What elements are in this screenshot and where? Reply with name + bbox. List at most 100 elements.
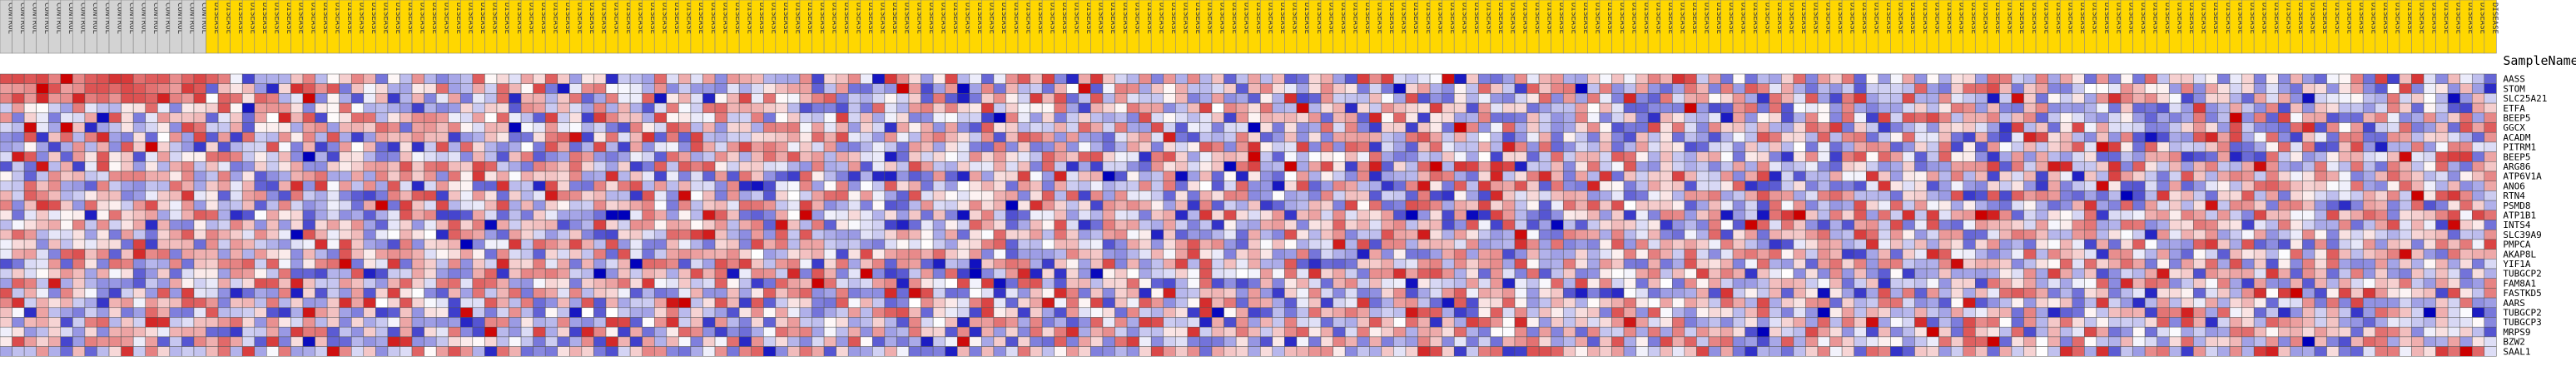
heatmap-cell bbox=[1551, 278, 1564, 289]
heatmap-cell bbox=[315, 122, 328, 133]
heatmap-cell bbox=[1599, 171, 1612, 181]
heatmap-cell bbox=[350, 229, 365, 240]
heatmap-cell bbox=[702, 181, 716, 191]
column-label: DISEASE bbox=[236, 2, 245, 34]
heatmap-cell bbox=[1854, 141, 1867, 152]
heatmap-cell bbox=[702, 249, 716, 260]
heatmap-cell bbox=[2459, 141, 2473, 152]
heatmap-cell bbox=[787, 131, 801, 143]
heatmap-cell bbox=[1187, 83, 1200, 94]
heatmap-cell bbox=[2181, 200, 2194, 211]
heatmap-cell bbox=[0, 161, 12, 172]
heatmap-cell bbox=[1017, 102, 1030, 114]
heatmap-cell bbox=[1587, 210, 1601, 220]
heatmap-cell bbox=[2423, 239, 2436, 250]
heatmap-cell bbox=[509, 93, 522, 104]
heatmap-cell bbox=[0, 102, 12, 114]
heatmap-cell bbox=[2266, 259, 2279, 270]
column-label: DISEASE bbox=[794, 2, 802, 34]
heatmap-cell bbox=[884, 259, 897, 270]
heatmap-cell bbox=[1248, 220, 1261, 230]
heatmap-cell bbox=[1902, 141, 1915, 152]
heatmap-cell bbox=[2350, 259, 2364, 270]
heatmap-cell bbox=[472, 239, 485, 250]
heatmap-cell bbox=[1478, 102, 1491, 114]
heatmap-cell bbox=[836, 73, 849, 84]
heatmap-cell bbox=[1514, 73, 1527, 84]
heatmap-cell bbox=[1514, 268, 1527, 279]
heatmap-cell bbox=[509, 161, 522, 172]
heatmap-cell bbox=[1344, 102, 1357, 114]
heatmap-cell bbox=[2278, 161, 2291, 172]
heatmap-cell bbox=[812, 278, 825, 289]
heatmap-cell bbox=[993, 93, 1006, 104]
heatmap-cell bbox=[472, 249, 485, 260]
heatmap-cell bbox=[993, 171, 1006, 181]
heatmap-cell bbox=[484, 239, 498, 250]
heatmap-cell bbox=[1442, 73, 1455, 84]
heatmap-cell bbox=[2011, 259, 2024, 270]
heatmap-cell bbox=[411, 268, 424, 279]
heatmap-cell bbox=[1405, 151, 1418, 162]
heatmap-cell bbox=[629, 122, 643, 133]
heatmap-cell bbox=[2423, 181, 2436, 191]
heatmap-cell bbox=[981, 122, 995, 133]
heatmap-cell bbox=[727, 141, 740, 152]
heatmap-cell bbox=[544, 161, 558, 172]
heatmap-cell bbox=[2302, 229, 2315, 240]
heatmap-cell bbox=[1284, 220, 1298, 230]
heatmap-cell bbox=[230, 259, 243, 270]
row-label: FAM8A1 bbox=[2503, 278, 2536, 289]
heatmap-cell bbox=[411, 239, 424, 250]
heatmap-cell bbox=[1793, 83, 1806, 94]
heatmap-cell bbox=[484, 268, 498, 279]
heatmap-cell bbox=[678, 200, 692, 211]
heatmap-cell bbox=[1369, 200, 1382, 211]
heatmap-cell bbox=[1756, 278, 1770, 289]
column-label: DISEASE bbox=[1230, 2, 1238, 34]
heatmap-cell bbox=[1223, 161, 1237, 172]
heatmap-cell bbox=[472, 83, 485, 94]
heatmap-cell bbox=[193, 131, 206, 143]
heatmap-cell bbox=[2338, 181, 2351, 191]
heatmap-cell bbox=[1078, 200, 1091, 211]
heatmap-cell bbox=[2023, 171, 2037, 181]
heatmap-cell bbox=[2229, 229, 2242, 240]
column-label: DISEASE bbox=[2430, 2, 2438, 34]
heatmap-cell bbox=[2132, 161, 2146, 172]
heatmap-cell bbox=[1223, 210, 1237, 220]
heatmap-cell bbox=[315, 239, 328, 250]
heatmap-cell bbox=[1551, 190, 1564, 201]
heatmap-cell bbox=[1938, 229, 1952, 240]
heatmap-cell bbox=[2084, 200, 2097, 211]
heatmap-cell bbox=[2326, 161, 2340, 172]
heatmap-cell bbox=[690, 171, 703, 181]
heatmap-cell bbox=[1781, 239, 1794, 250]
heatmap-cell bbox=[1841, 171, 1854, 181]
heatmap-cell bbox=[1623, 278, 1636, 289]
heatmap-cell bbox=[339, 122, 352, 133]
heatmap-cell bbox=[509, 268, 522, 279]
heatmap-cell bbox=[2387, 249, 2400, 260]
heatmap-cell bbox=[1538, 93, 1551, 104]
heatmap-cell bbox=[1393, 278, 1407, 289]
heatmap-cell bbox=[1320, 239, 1333, 250]
heatmap-cell bbox=[605, 112, 618, 123]
heatmap-cell bbox=[2059, 259, 2073, 270]
heatmap-cell bbox=[1259, 249, 1273, 260]
heatmap-cell bbox=[1199, 171, 1213, 181]
row-label: SLC39A9 bbox=[2503, 230, 2541, 240]
heatmap-cell bbox=[278, 122, 291, 133]
heatmap-cell bbox=[1575, 161, 1588, 172]
heatmap-cell bbox=[2072, 171, 2085, 181]
heatmap-cell bbox=[2047, 171, 2061, 181]
heatmap-cell bbox=[1817, 249, 1830, 260]
heatmap-cell bbox=[1163, 278, 1176, 289]
heatmap-cell bbox=[1587, 73, 1601, 84]
heatmap-cell bbox=[1139, 268, 1152, 279]
heatmap-cell bbox=[908, 239, 921, 250]
heatmap-cell bbox=[2447, 210, 2460, 220]
heatmap-cell bbox=[1017, 93, 1030, 104]
heatmap-cell bbox=[400, 102, 413, 114]
heatmap-cell bbox=[424, 161, 437, 172]
